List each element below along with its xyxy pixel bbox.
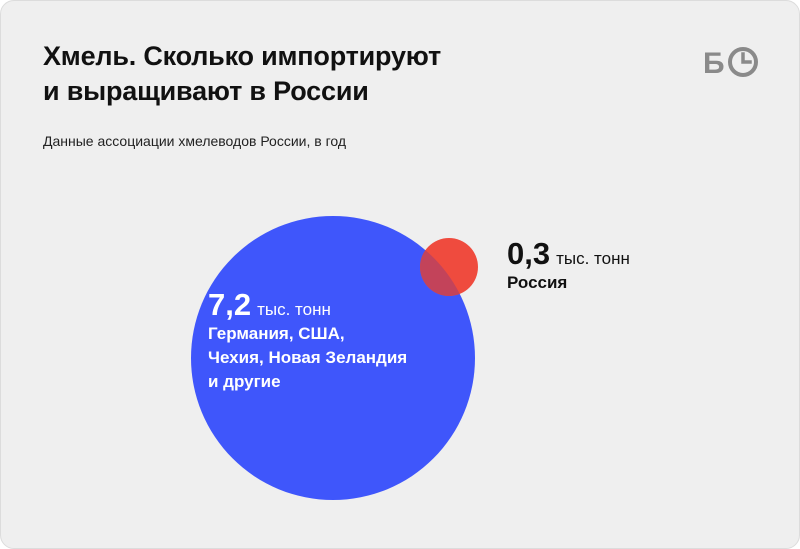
title-line-1: Хмель. Сколько импортируют	[43, 41, 442, 71]
russia-unit: тыс. тонн	[556, 249, 630, 268]
clock-icon	[728, 47, 758, 77]
page-title: Хмель. Сколько импортируют и выращивают …	[43, 39, 441, 109]
title-line-2: и выращивают в России	[43, 76, 369, 106]
import-countries: Германия, США, Чехия, Новая Зеландия и д…	[208, 324, 408, 391]
label-russia: 0,3 тыс. тонн Россия	[507, 237, 630, 295]
import-value: 7,2	[208, 287, 252, 322]
logo-letter-b: Б	[703, 47, 725, 79]
russia-label: Россия	[507, 273, 568, 292]
russia-value: 0,3	[507, 236, 551, 271]
bubble-import	[191, 216, 475, 500]
import-unit: тыс. тонн	[257, 300, 331, 319]
bo-logo: Б	[703, 47, 758, 79]
bubble-overlap	[420, 250, 460, 296]
label-import: 7,2 тыс. тонн Германия, США, Чехия, Новая…	[208, 288, 407, 394]
subtitle: Данные ассоциации хмелеводов России, в г…	[43, 133, 347, 149]
